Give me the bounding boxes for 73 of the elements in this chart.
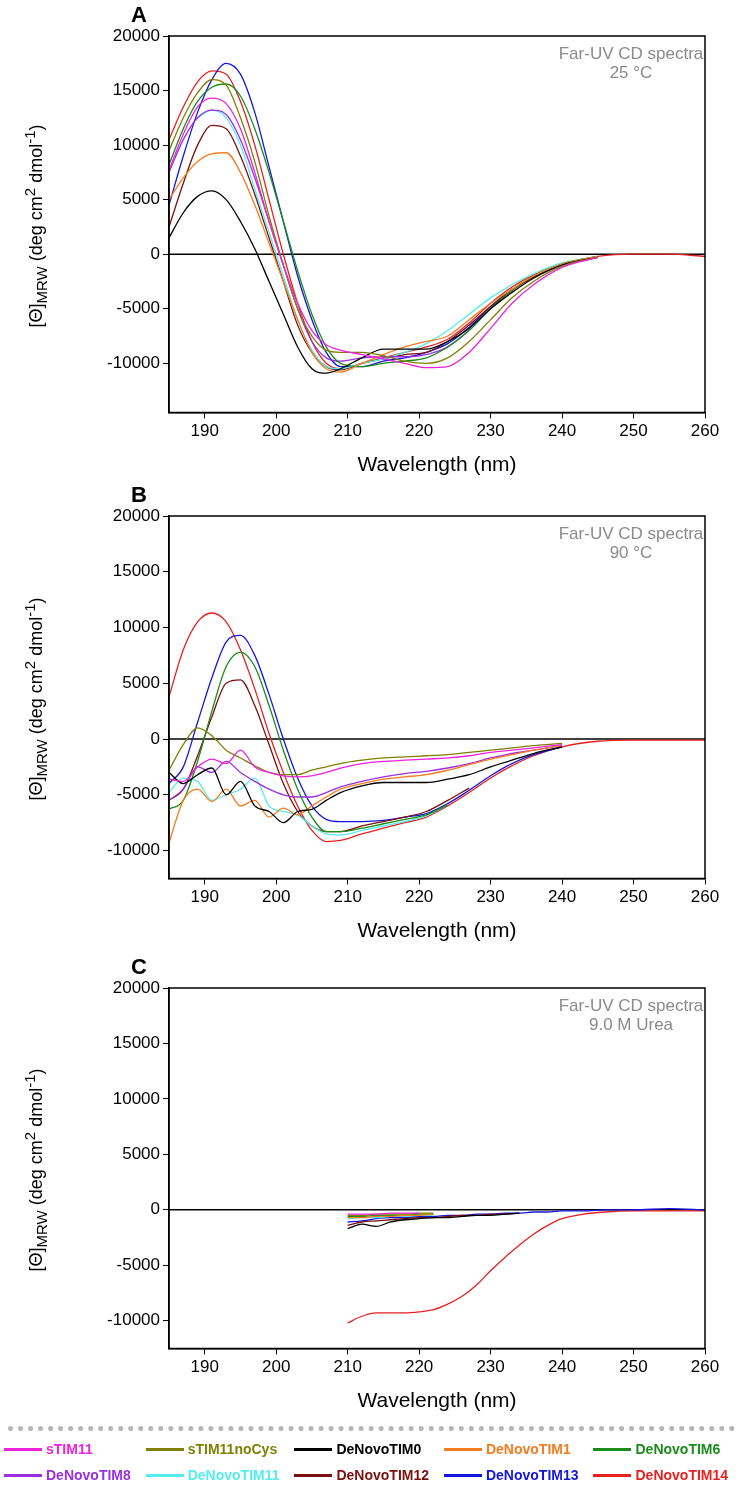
x-tick-label: 230 [476, 1357, 505, 1377]
x-tick-label: 210 [333, 887, 362, 907]
x-tick-label: 230 [476, 421, 505, 441]
x-tick-label: 260 [690, 1357, 720, 1377]
legend-label: sTIM11 [46, 1441, 93, 1457]
y-tick-label: -10000 [107, 1310, 160, 1330]
y-tick-label: 0 [150, 728, 160, 748]
x-tick-label: 240 [547, 887, 577, 907]
x-tick-label: 190 [190, 887, 219, 907]
x-tick-label: 260 [690, 887, 720, 907]
x-axis-title: Wavelength (nm) [357, 918, 517, 942]
chart-title: B [131, 482, 147, 507]
x-tick-label: 240 [547, 1357, 577, 1377]
y-tick-label: 10000 [112, 134, 160, 154]
y-tick-label: 10000 [112, 617, 160, 637]
line-series [347, 1212, 520, 1230]
chart-title: A [131, 2, 147, 27]
annotation: Far-UV CD spectra [558, 44, 704, 64]
annotation: 9.0 M Urea [588, 1015, 674, 1035]
y-tick-label: 15000 [112, 1033, 160, 1053]
x-tick-label: 220 [404, 421, 434, 441]
y-tick-label: 5000 [122, 1144, 160, 1164]
x-tick-label: 200 [262, 1357, 291, 1377]
legend-label: DeNovoTIM1 [485, 1441, 571, 1457]
x-tick-label: 220 [404, 1357, 434, 1377]
line-series [169, 743, 563, 783]
x-axis-title: Wavelength (nm) [357, 452, 517, 476]
legend-label: DeNovoTIM0 [336, 1441, 422, 1457]
line-series [169, 727, 563, 776]
x-tick-label: 190 [190, 421, 219, 441]
x-tick-label: 200 [262, 421, 291, 441]
line-series [347, 1208, 705, 1223]
x-tick-label: 250 [619, 887, 648, 907]
legend-label: DeNovoTIM6 [635, 1441, 721, 1457]
annotation: Far-UV CD spectra [558, 996, 704, 1016]
x-axis-title: Wavelength (nm) [357, 1388, 517, 1412]
y-tick-label: 20000 [112, 25, 160, 45]
x-tick-label: 250 [619, 421, 648, 441]
y-tick-label: 5000 [122, 189, 160, 209]
y-tick-label: 20000 [112, 505, 160, 525]
y-tick-label: 5000 [122, 672, 160, 692]
y-tick-label: 10000 [112, 1088, 160, 1108]
x-tick-label: 230 [476, 887, 505, 907]
y-tick-label: 15000 [112, 561, 160, 581]
x-tick-label: 250 [619, 1357, 648, 1377]
line-series [169, 651, 449, 833]
x-tick-label: 210 [333, 421, 362, 441]
legend-label: sTIM11noCys [187, 1441, 278, 1457]
x-tick-label: 240 [547, 421, 577, 441]
y-tick-label: 20000 [112, 977, 160, 997]
y-tick-label: -10000 [107, 840, 160, 860]
y-tick-label: 15000 [112, 80, 160, 100]
legend-label: DeNovoTIM11 [187, 1467, 280, 1483]
y-tick-label: -5000 [116, 784, 160, 804]
legend-label: DeNovoTIM14 [635, 1467, 729, 1483]
y-tick-label: 0 [150, 243, 160, 263]
x-tick-label: 190 [190, 1357, 219, 1377]
x-tick-label: 260 [690, 421, 720, 441]
x-tick-label: 210 [333, 1357, 362, 1377]
y-tick-label: 0 [150, 1199, 160, 1219]
annotation: Far-UV CD spectra [558, 524, 704, 544]
legend-label: DeNovoTIM13 [485, 1467, 579, 1483]
legend-label: DeNovoTIM12 [336, 1467, 430, 1483]
chart-title: C [131, 954, 147, 979]
annotation: 25 °C [609, 63, 653, 83]
x-tick-label: 200 [262, 887, 291, 907]
x-tick-label: 220 [404, 887, 434, 907]
annotation: 90 °C [609, 543, 653, 563]
line-series [347, 1210, 705, 1324]
y-tick-label: -5000 [116, 298, 160, 318]
legend-label: DeNovoTIM8 [46, 1467, 131, 1483]
y-tick-label: -10000 [107, 352, 160, 372]
y-tick-label: -5000 [116, 1254, 160, 1274]
